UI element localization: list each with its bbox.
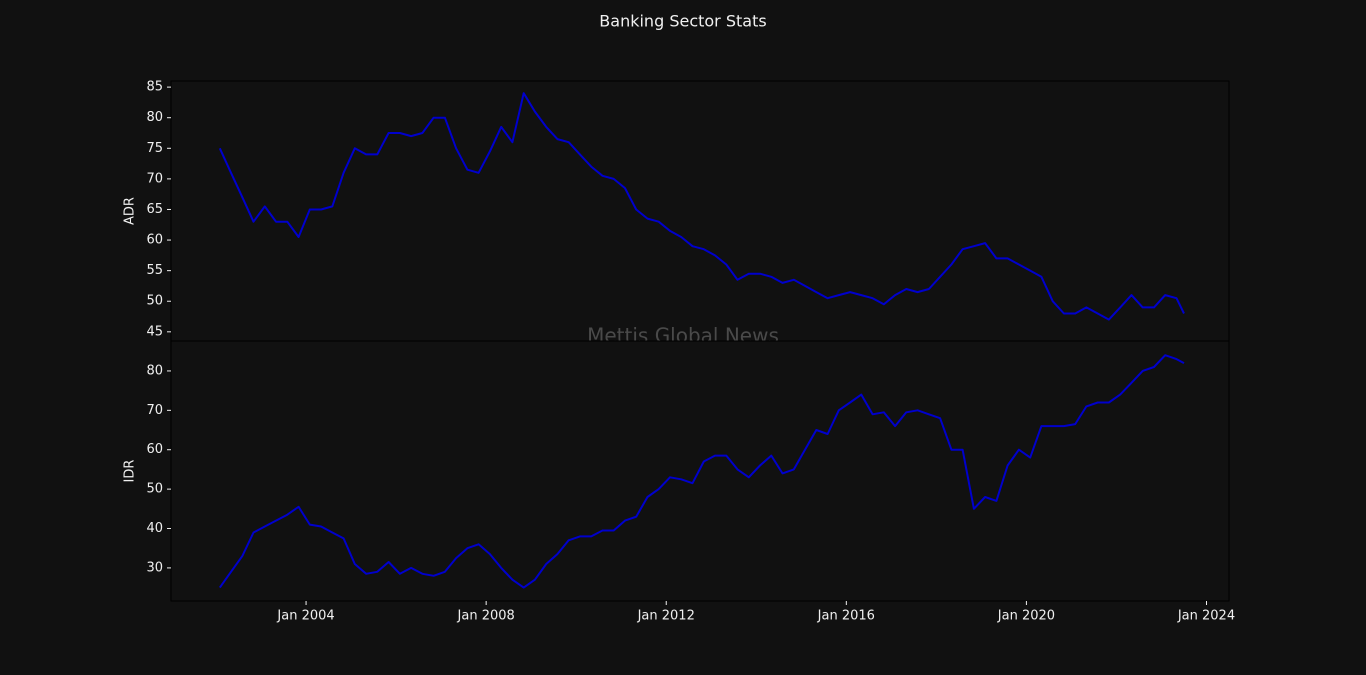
x-tick-label: Jan 2016 xyxy=(817,609,875,624)
y-tick-label: 60 xyxy=(146,233,163,248)
y-tick-label: 30 xyxy=(146,560,163,575)
y-axis-label: ADR xyxy=(123,197,138,225)
data-line xyxy=(218,92,1185,321)
y-tick-label: 60 xyxy=(146,442,163,457)
plot-frame xyxy=(170,80,1230,342)
y-tick-label: 70 xyxy=(146,171,163,186)
y-tick-label: 50 xyxy=(146,294,163,309)
x-tick-label: Jan 2004 xyxy=(276,609,334,624)
y-tick-label: 40 xyxy=(146,521,163,536)
y-tick-label: 70 xyxy=(146,403,163,418)
y-axis-label: IDR xyxy=(123,460,138,483)
x-tick-label: Jan 2024 xyxy=(1177,609,1235,624)
x-tick-label: Jan 2020 xyxy=(997,609,1055,624)
y-tick-label: 65 xyxy=(146,202,163,217)
y-tick-label: 80 xyxy=(146,363,163,378)
y-tick-label: 50 xyxy=(146,482,163,497)
chart-title: Banking Sector Stats xyxy=(599,12,766,31)
x-tick-label: Jan 2012 xyxy=(637,609,695,624)
y-tick-label: 85 xyxy=(146,80,163,95)
data-line xyxy=(218,354,1185,589)
y-tick-label: 75 xyxy=(146,141,163,156)
plot-frame xyxy=(170,340,1230,602)
x-tick-label: Jan 2008 xyxy=(457,609,515,624)
y-tick-label: 55 xyxy=(146,263,163,278)
y-tick-label: 45 xyxy=(146,324,163,339)
y-tick-label: 80 xyxy=(146,110,163,125)
